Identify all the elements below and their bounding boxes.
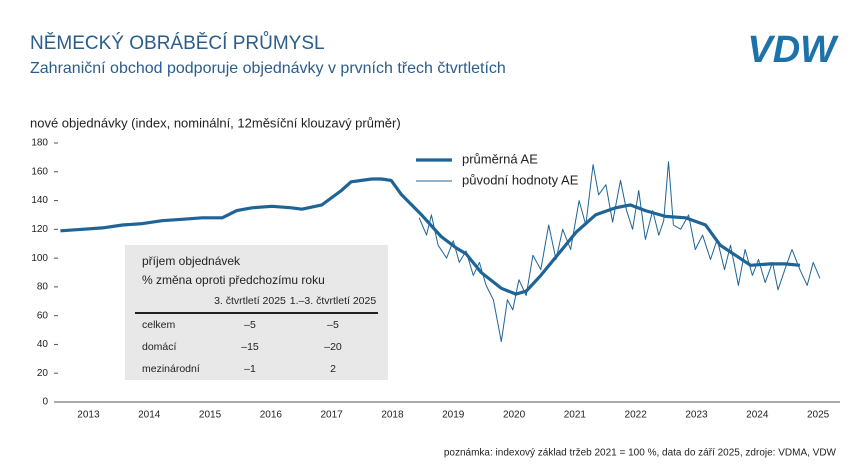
y-tick-label: 180 — [31, 138, 48, 149]
y-tick-label: 80 — [37, 282, 49, 293]
data-line — [60, 177, 801, 296]
x-tick-label: 2022 — [625, 410, 648, 421]
y-tick-label: 140 — [31, 195, 48, 206]
y-axis-label: nové objednávky (index, nominální, 12měs… — [30, 115, 401, 130]
x-tick-label: 2017 — [321, 410, 344, 421]
x-tick-label: 2018 — [381, 410, 404, 421]
y-tick-label: 160 — [31, 166, 48, 177]
x-tick-label: 2021 — [564, 410, 587, 421]
table-row-label: mezinárodní — [142, 363, 200, 375]
x-tick-label: 2016 — [260, 410, 283, 421]
table-cell: –5 — [244, 319, 256, 331]
table-subtitle: % změna oproti předchozímu roku — [142, 273, 325, 287]
table-row-label: celkem — [142, 319, 176, 331]
table-cell: –1 — [244, 363, 256, 375]
chart-title: NĚMECKÝ OBRÁBĚCÍ PRŮMYSL — [30, 32, 325, 54]
y-tick-label: 20 — [37, 368, 49, 379]
legend-label: průměrná AE — [462, 151, 538, 166]
table-cell: –20 — [324, 341, 342, 353]
y-tick-label: 120 — [31, 224, 48, 235]
x-tick-label: 2024 — [746, 410, 769, 421]
x-tick-label: 2020 — [503, 410, 526, 421]
table-cell: –15 — [241, 341, 259, 353]
table-header: 1.–3. čtvrtletí 2025 — [290, 295, 377, 307]
chart-subtitle: Zahraniční obchod podporuje objednávky v… — [30, 60, 506, 77]
table-cell: –5 — [327, 319, 339, 331]
x-tick-label: 2023 — [685, 410, 708, 421]
y-tick-label: 40 — [37, 339, 49, 350]
legend-label: původní hodnoty AE — [462, 172, 579, 187]
table-row-label: domácí — [142, 341, 177, 353]
footnote: poznámka: indexový základ tržeb 2021 = 1… — [444, 448, 837, 459]
logo: VDW — [747, 29, 839, 71]
x-tick-label: 2015 — [199, 410, 222, 421]
x-tick-label: 2014 — [138, 410, 161, 421]
data-line — [418, 161, 821, 343]
table-title: příjem objednávek — [142, 254, 241, 268]
x-tick-label: 2019 — [442, 410, 465, 421]
y-tick-label: 60 — [37, 310, 49, 321]
x-tick-label: 2025 — [807, 410, 830, 421]
inset-table: příjem objednávek % změna oproti předcho… — [135, 254, 378, 375]
table-header: 3. čtvrtletí 2025 — [214, 295, 286, 307]
x-tick-label: 2013 — [77, 410, 100, 421]
table-cell: 2 — [330, 363, 336, 375]
y-tick-label: 0 — [42, 397, 48, 408]
y-tick-label: 100 — [31, 253, 48, 264]
